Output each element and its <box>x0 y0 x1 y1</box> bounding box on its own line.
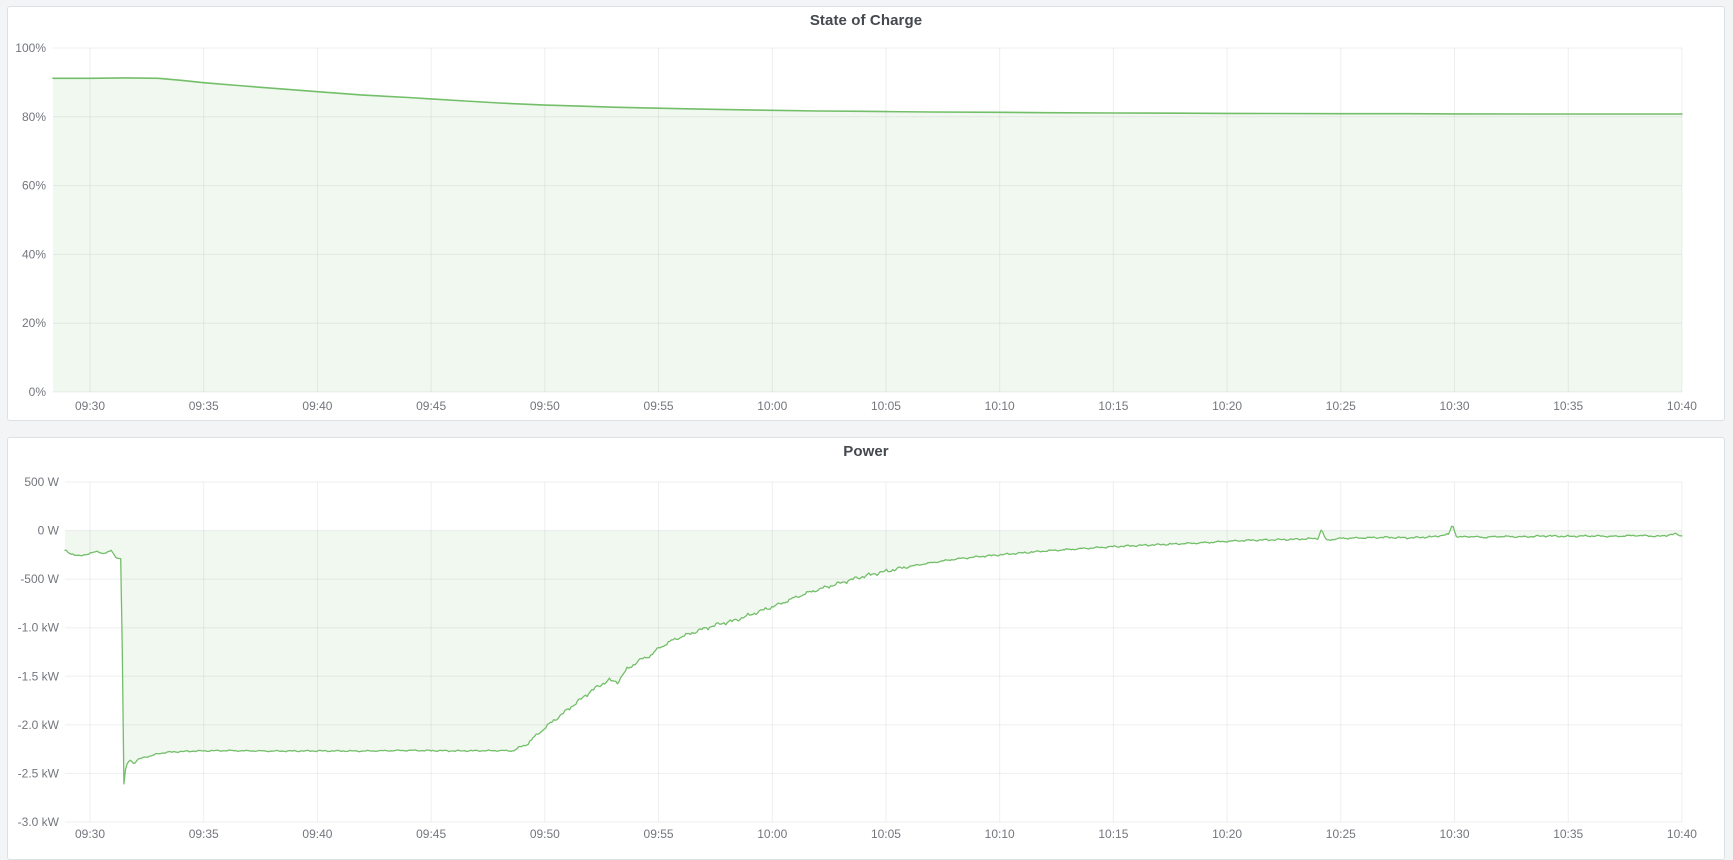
x-tick-label: 10:20 <box>1212 399 1242 413</box>
series-area-fill <box>53 77 1682 393</box>
y-tick-label: -1.0 kW <box>18 621 60 635</box>
x-tick-label: 10:20 <box>1212 827 1242 841</box>
series-area-fill <box>65 526 1682 784</box>
y-tick-label: -500 W <box>20 572 59 586</box>
x-tick-label: 09:55 <box>644 399 674 413</box>
x-tick-label: 10:25 <box>1326 399 1356 413</box>
x-tick-label: 10:35 <box>1553 827 1583 841</box>
grid-lines <box>53 47 1683 393</box>
series-line <box>64 525 1683 785</box>
x-tick-label: 09:50 <box>530 399 560 413</box>
x-tick-label: 10:25 <box>1326 827 1356 841</box>
x-tick-label: 10:00 <box>757 827 787 841</box>
axis-labels: 100% 80% 60% 40% 20% 0% 09:30 09:35 09:40 09:45 09… <box>15 41 1697 413</box>
x-tick-label: 10:35 <box>1553 399 1583 413</box>
x-tick-label: 10:40 <box>1667 399 1697 413</box>
y-tick-label: 500 W <box>24 475 59 489</box>
y-tick-label: -3.0 kW <box>18 815 60 829</box>
x-tick-label: 09:50 <box>530 827 560 841</box>
y-tick-label: -2.5 kW <box>18 766 60 780</box>
panel-power: 500 W 0 W -500 W -1.0 kW -1.5 kW -2.0 kW -2.5 … <box>7 437 1725 860</box>
x-tick-label: 09:45 <box>416 827 446 841</box>
y-tick-label: 60% <box>22 179 46 193</box>
y-tick-label: 0 W <box>38 524 60 538</box>
x-tick-label: 10:00 <box>757 399 787 413</box>
power-svg[interactable]: 500 W 0 W -500 W -1.0 kW -1.5 kW -2.0 kW -2.5 … <box>8 438 1724 859</box>
y-tick-label: 20% <box>22 316 46 330</box>
x-tick-label: 10:05 <box>871 399 901 413</box>
panel-state-of-charge: 100% 80% 60% 40% 20% 0% 09:30 09:35 09:40 09:45 09… <box>7 6 1725 421</box>
x-tick-label: 10:10 <box>985 827 1015 841</box>
x-tick-label: 09:45 <box>416 399 446 413</box>
x-tick-label: 09:30 <box>75 827 105 841</box>
x-tick-label: 09:55 <box>644 827 674 841</box>
x-tick-label: 10:05 <box>871 827 901 841</box>
x-tick-label: 09:35 <box>189 827 219 841</box>
panel-title-power[interactable]: Power <box>843 443 889 460</box>
y-tick-label: 0% <box>29 385 47 399</box>
series-line <box>52 77 1683 115</box>
power-chart-area[interactable]: 500 W 0 W -500 W -1.0 kW -1.5 kW -2.0 kW -2.5 … <box>8 438 1724 859</box>
y-tick-label: -1.5 kW <box>18 669 60 683</box>
x-tick-label: 10:15 <box>1098 827 1128 841</box>
panel-title-state-of-charge[interactable]: State of Charge <box>809 12 923 29</box>
x-tick-label: 09:40 <box>302 827 332 841</box>
state-of-charge-svg[interactable]: 100% 80% 60% 40% 20% 0% 09:30 09:35 09:40 09:45 09… <box>8 7 1724 420</box>
x-tick-label: 09:35 <box>189 399 219 413</box>
y-tick-label: 100% <box>15 41 46 55</box>
x-tick-label: 10:30 <box>1440 827 1470 841</box>
x-tick-label: 10:40 <box>1667 827 1697 841</box>
x-tick-label: 09:40 <box>302 399 332 413</box>
x-tick-label: 10:10 <box>985 399 1015 413</box>
state-of-charge-chart-area[interactable]: 100% 80% 60% 40% 20% 0% 09:30 09:35 09:40 09:45 09… <box>8 7 1724 420</box>
y-tick-label: 80% <box>22 110 46 124</box>
x-tick-label: 10:15 <box>1098 399 1128 413</box>
x-tick-label: 09:30 <box>75 399 105 413</box>
y-tick-label: -2.0 kW <box>18 718 60 732</box>
x-tick-label: 10:30 <box>1440 399 1470 413</box>
axis-labels: 500 W 0 W -500 W -1.0 kW -1.5 kW -2.0 kW -2.5 … <box>18 475 1698 841</box>
grid-lines <box>65 481 1683 823</box>
y-tick-label: 40% <box>22 247 46 261</box>
